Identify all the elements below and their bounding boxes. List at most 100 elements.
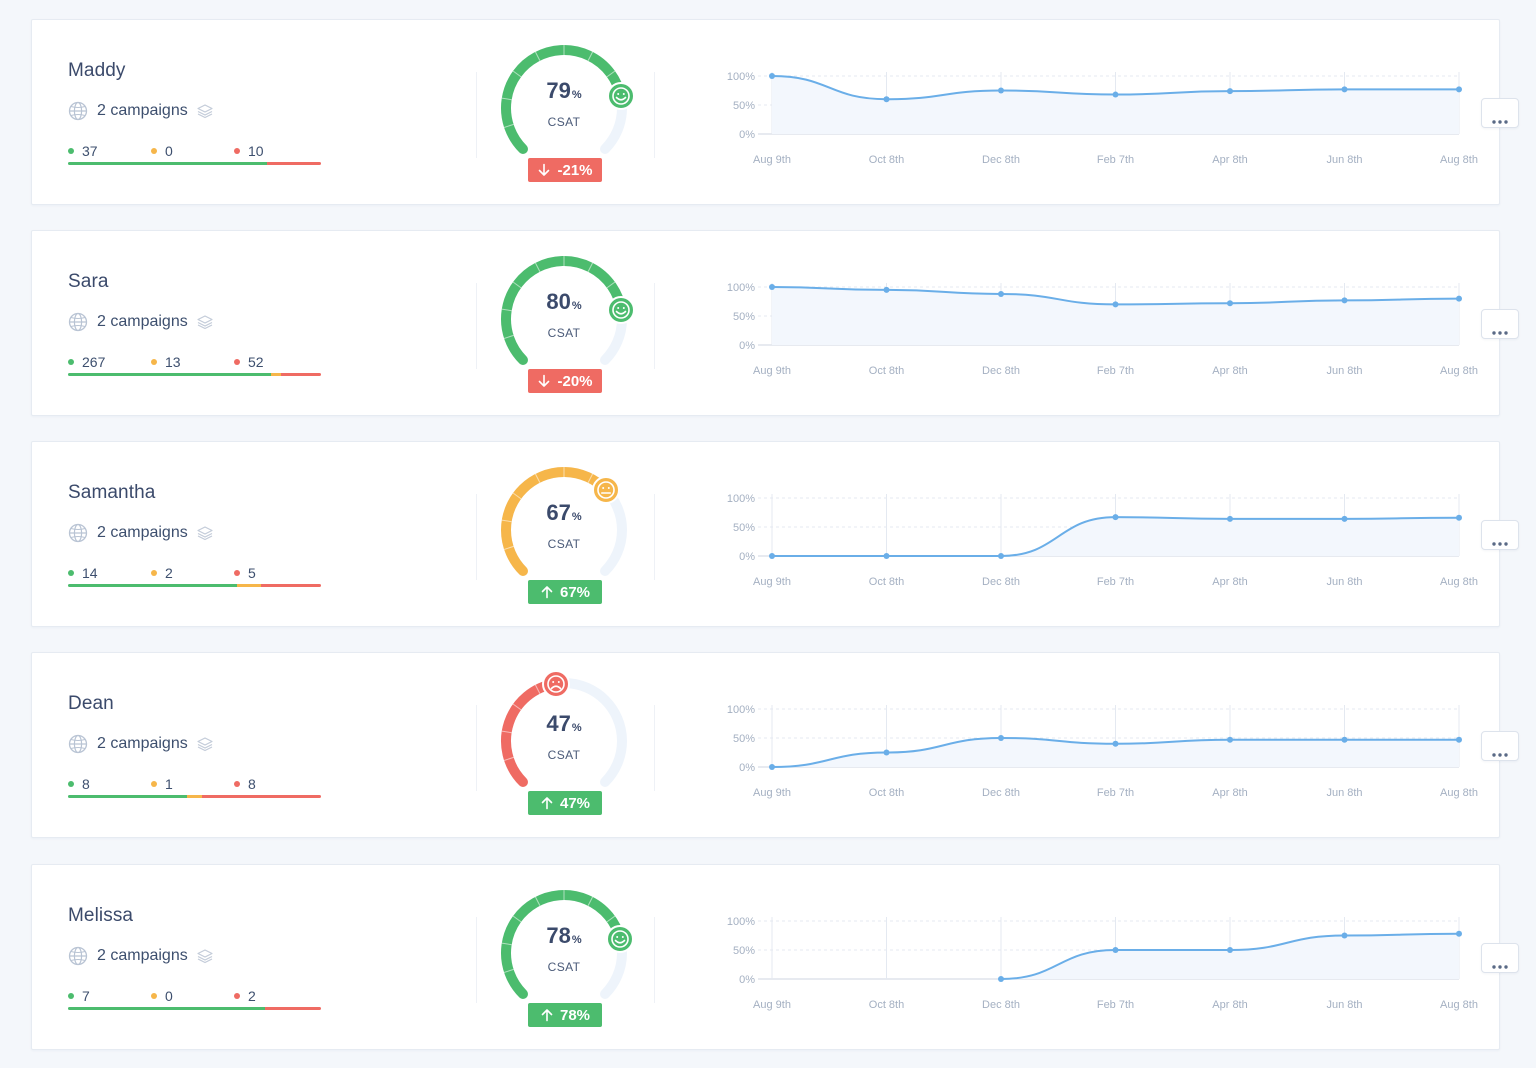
csat-change-value: 47% (559, 794, 591, 812)
data-point (1456, 930, 1462, 937)
smile-icon (606, 295, 636, 325)
agent-card: Sara 2 campaigns 267 13 52 80% CSAT -20% 100% 50%… (31, 230, 1519, 416)
y-tick-label: 0% (739, 340, 755, 352)
more-options-button[interactable] (1481, 98, 1519, 128)
positive-segment (68, 162, 268, 165)
negative-count-value: 10 (248, 143, 264, 159)
gauge-tick (587, 896, 594, 907)
agent-name[interactable]: Melissa (68, 905, 134, 926)
x-tick-label: Aug 9th (753, 154, 791, 166)
response-counts: 7 0 2 (68, 988, 321, 1004)
x-tick-label: Jun 8th (1326, 787, 1362, 799)
ellipsis-icon (1491, 956, 1509, 969)
x-tick-label: Dec 8th (982, 154, 1020, 166)
gauge-tick (534, 473, 541, 484)
arrow-up-icon (540, 1008, 554, 1022)
negative-segment (201, 795, 321, 798)
gauge-tick (587, 51, 594, 62)
csat-value: 67 (546, 500, 571, 525)
data-point (1227, 736, 1233, 743)
x-tick-label: Apr 8th (1212, 365, 1247, 377)
globe-icon (68, 312, 88, 332)
positive-count-value: 14 (82, 565, 98, 581)
data-point (1227, 300, 1233, 307)
data-point (1227, 88, 1233, 95)
data-point (998, 87, 1004, 94)
agent-name[interactable]: Sara (68, 271, 109, 292)
x-tick-label: Dec 8th (982, 576, 1020, 588)
negative-segment (267, 162, 321, 165)
data-point (1112, 514, 1119, 521)
agent-name[interactable]: Samantha (68, 482, 156, 503)
x-tick-label: Aug 9th (753, 787, 791, 799)
x-tick-label: Oct 8th (869, 787, 904, 799)
positive-count: 14 (68, 565, 98, 581)
csat-gauge: 79% CSAT (496, 38, 636, 168)
campaigns-label: 2 campaigns (97, 102, 188, 119)
data-point (883, 96, 890, 103)
csat-value: 47 (546, 711, 571, 736)
x-tick-label: Aug 8th (1440, 999, 1478, 1011)
divider (654, 283, 655, 369)
x-tick-label: Oct 8th (869, 365, 904, 377)
y-tick-label: 100% (727, 493, 755, 505)
data-point (998, 976, 1004, 982)
positive-segment (68, 795, 188, 798)
gauge-tick (501, 308, 512, 312)
csat-percentage: 78% (496, 923, 632, 949)
data-point (883, 553, 890, 559)
campaigns-row[interactable]: 2 campaigns (68, 311, 214, 333)
arrow-down-icon (537, 374, 551, 388)
arrow-down-icon (537, 163, 551, 177)
negative-count: 2 (234, 988, 256, 1004)
campaigns-row[interactable]: 2 campaigns (68, 522, 214, 544)
positive-count-value: 37 (82, 143, 98, 159)
x-tick-label: Feb 7th (1097, 154, 1134, 166)
x-tick-label: Aug 9th (753, 576, 791, 588)
data-point (1112, 740, 1119, 747)
data-point (998, 290, 1004, 297)
y-tick-label: 50% (733, 733, 755, 745)
x-tick-label: Dec 8th (982, 787, 1020, 799)
more-options-button[interactable] (1481, 309, 1519, 339)
agent-card: Maddy 2 campaigns 37 0 10 79% CSAT -21% 100% 50% 0… (31, 19, 1519, 205)
gauge-fill (501, 890, 626, 1000)
layers-icon (196, 948, 214, 964)
data-point (769, 284, 775, 290)
divider (654, 917, 655, 1003)
positive-dot (68, 993, 74, 999)
globe-icon (68, 523, 88, 543)
agent-name[interactable]: Dean (68, 693, 114, 714)
campaigns-row[interactable]: 2 campaigns (68, 945, 214, 967)
campaigns-row[interactable]: 2 campaigns (68, 733, 214, 755)
neutral-face-icon (591, 475, 621, 505)
gauge-tick (503, 123, 514, 128)
csat-change-value: -20% (557, 372, 593, 390)
gauge-tick (512, 70, 522, 78)
csat-unit: % (571, 300, 582, 312)
x-tick-label: Feb 7th (1097, 365, 1134, 377)
campaigns-label: 2 campaigns (97, 735, 188, 752)
positive-count: 267 (68, 354, 105, 370)
neutral-count: 0 (151, 988, 173, 1004)
gauge-tick (501, 97, 512, 101)
more-options-button[interactable] (1481, 943, 1519, 973)
gauge-tick (512, 281, 522, 289)
csat-change-value: 67% (559, 583, 591, 601)
gauge-tick (512, 492, 522, 500)
data-point (1456, 736, 1462, 743)
csat-trend-chart: 100% 50% 0% Aug 9th Oct 8th Dec 8th Feb 7th Apr… (682, 693, 1482, 805)
campaigns-row[interactable]: 2 campaigns (68, 100, 214, 122)
agent-name[interactable]: Maddy (68, 60, 126, 81)
x-tick-label: Apr 8th (1212, 576, 1247, 588)
ellipsis-icon (1491, 322, 1509, 335)
layers-icon (196, 736, 214, 752)
x-tick-label: Aug 8th (1440, 787, 1478, 799)
y-tick-label: 0% (739, 551, 755, 563)
data-point (1227, 515, 1233, 522)
more-options-button[interactable] (1481, 520, 1519, 550)
data-point (1341, 515, 1348, 522)
more-options-button[interactable] (1481, 731, 1519, 761)
csat-value: 80 (546, 289, 571, 314)
negative-count: 52 (234, 354, 264, 370)
